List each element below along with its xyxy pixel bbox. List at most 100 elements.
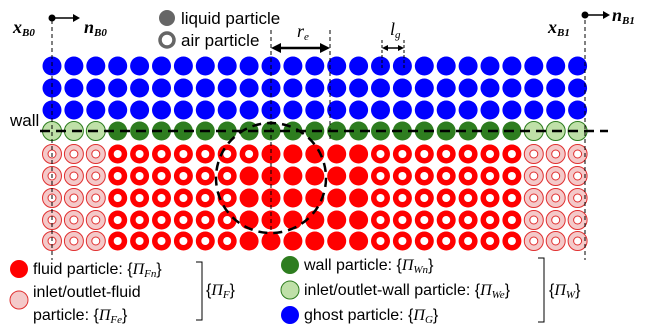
legend-ghost-marker xyxy=(281,306,299,324)
ghost-particle xyxy=(305,100,325,120)
ghost-particle xyxy=(130,78,150,98)
fluid-air-particle xyxy=(108,210,128,230)
ghost-particle-grid xyxy=(42,56,588,120)
re-arrow xyxy=(271,43,330,53)
ghost-particle xyxy=(64,100,84,120)
inlet-fluid-particle xyxy=(63,188,84,208)
fluid-air-particle xyxy=(239,144,259,164)
ghost-particle xyxy=(64,56,84,76)
legend-wall-text: wall particle: {ΠWn} xyxy=(304,257,434,276)
fluid-particle xyxy=(261,166,281,186)
legend-inlet-wall-text: inlet/outlet-wall particle: {ΠWe} xyxy=(304,282,511,301)
legend-inlet-fluid-marker xyxy=(9,290,29,310)
ghost-particle xyxy=(64,78,84,98)
fluid-air-particle xyxy=(130,166,150,186)
x-b0-label: xB0 xyxy=(13,17,35,39)
lg-label: lg xyxy=(390,19,401,41)
inlet-fluid-particle xyxy=(545,144,566,164)
ghost-particle xyxy=(480,56,500,76)
fluid-air-particle xyxy=(108,144,128,164)
inlet-fluid-particle xyxy=(567,188,588,208)
air-particle-marker xyxy=(158,31,176,49)
inlet-fluid-particle xyxy=(85,231,106,251)
fluid-particle xyxy=(349,166,369,186)
ghost-particle xyxy=(86,100,106,120)
ghost-particle xyxy=(480,78,500,98)
fluid-air-particle xyxy=(502,210,522,230)
wall-particle xyxy=(392,121,412,141)
fluid-air-particle xyxy=(173,210,193,230)
inlet-fluid-particle xyxy=(567,210,588,230)
ghost-particle xyxy=(546,100,566,120)
ghost-particle xyxy=(130,100,150,120)
fluid-air-particle xyxy=(195,166,215,186)
ghost-particle xyxy=(305,78,325,98)
fluid-air-particle xyxy=(414,144,434,164)
ghost-particle xyxy=(108,78,128,98)
fluid-particle xyxy=(239,166,259,186)
fluid-air-particle xyxy=(458,231,478,251)
fluid-air-particle xyxy=(392,231,412,251)
ghost-particle xyxy=(414,78,434,98)
fluid-particle xyxy=(283,166,303,186)
fluid-air-particle xyxy=(152,144,171,164)
fluid-air-particle xyxy=(217,166,237,186)
fluid-air-particle xyxy=(436,166,456,186)
fluid-particle xyxy=(305,210,325,230)
fluid-air-particle xyxy=(217,144,237,164)
ghost-particle xyxy=(502,100,522,120)
liquid-particle-marker xyxy=(159,10,175,26)
inlet-fluid-particle xyxy=(523,166,544,186)
legend-fluid-text: fluid particle: {ΠFn} xyxy=(33,261,162,280)
ghost-particle xyxy=(524,56,544,76)
inlet-fluid-particle xyxy=(567,144,588,164)
fluid-air-particle xyxy=(371,188,390,208)
ghost-particle xyxy=(195,56,215,76)
ghost-particle xyxy=(108,100,128,120)
ghost-particle xyxy=(305,56,325,76)
legend-group-w: {ΠW} xyxy=(549,282,581,301)
normal-vector-b1 xyxy=(581,11,610,19)
inlet-fluid-particle xyxy=(63,144,84,164)
fluid-air-particle xyxy=(173,231,193,251)
x-b1-label: xB1 xyxy=(548,17,570,39)
fluid-air-particle xyxy=(371,210,390,230)
ghost-particle xyxy=(568,100,588,120)
fluid-particle xyxy=(327,144,347,164)
bracket-f xyxy=(196,261,203,321)
fluid-air-particle xyxy=(392,166,412,186)
fluid-particle xyxy=(349,188,369,208)
ghost-particle xyxy=(195,78,215,98)
wall-particle xyxy=(217,121,237,141)
fluid-air-particle xyxy=(195,144,215,164)
n-b1-label: nB1 xyxy=(612,5,635,27)
fluid-particle xyxy=(327,188,347,208)
fluid-air-particle xyxy=(152,231,171,251)
ghost-particle xyxy=(327,100,347,120)
influence-radius-circle xyxy=(214,121,328,235)
air-particle-label: air particle xyxy=(181,31,260,50)
inlet-fluid-particle xyxy=(523,231,544,251)
fluid-particle xyxy=(305,188,325,208)
fluid-air-particle xyxy=(195,210,215,230)
fluid-air-particle xyxy=(152,188,171,208)
fluid-particle xyxy=(349,144,369,164)
ghost-particle xyxy=(392,100,412,120)
fluid-particle xyxy=(327,231,347,251)
fluid-particle xyxy=(283,231,303,251)
ghost-particle xyxy=(458,78,478,98)
inlet-fluid-particle xyxy=(85,144,106,164)
fluid-air-particle xyxy=(436,144,456,164)
fluid-particle xyxy=(327,210,347,230)
ghost-particle xyxy=(86,78,106,98)
inlet-fluid-particle xyxy=(545,231,566,251)
fluid-air-particle xyxy=(392,210,412,230)
ghost-particle xyxy=(371,100,390,120)
inlet-fluid-particle xyxy=(63,166,84,186)
inlet-fluid-particle xyxy=(85,166,106,186)
legend-inlet-fluid-text-1: inlet/outlet-fluid xyxy=(33,284,141,301)
fluid-air-particle xyxy=(371,166,390,186)
fluid-air-particle xyxy=(392,144,412,164)
fluid-air-particle xyxy=(480,188,500,208)
ghost-particle xyxy=(42,78,62,98)
